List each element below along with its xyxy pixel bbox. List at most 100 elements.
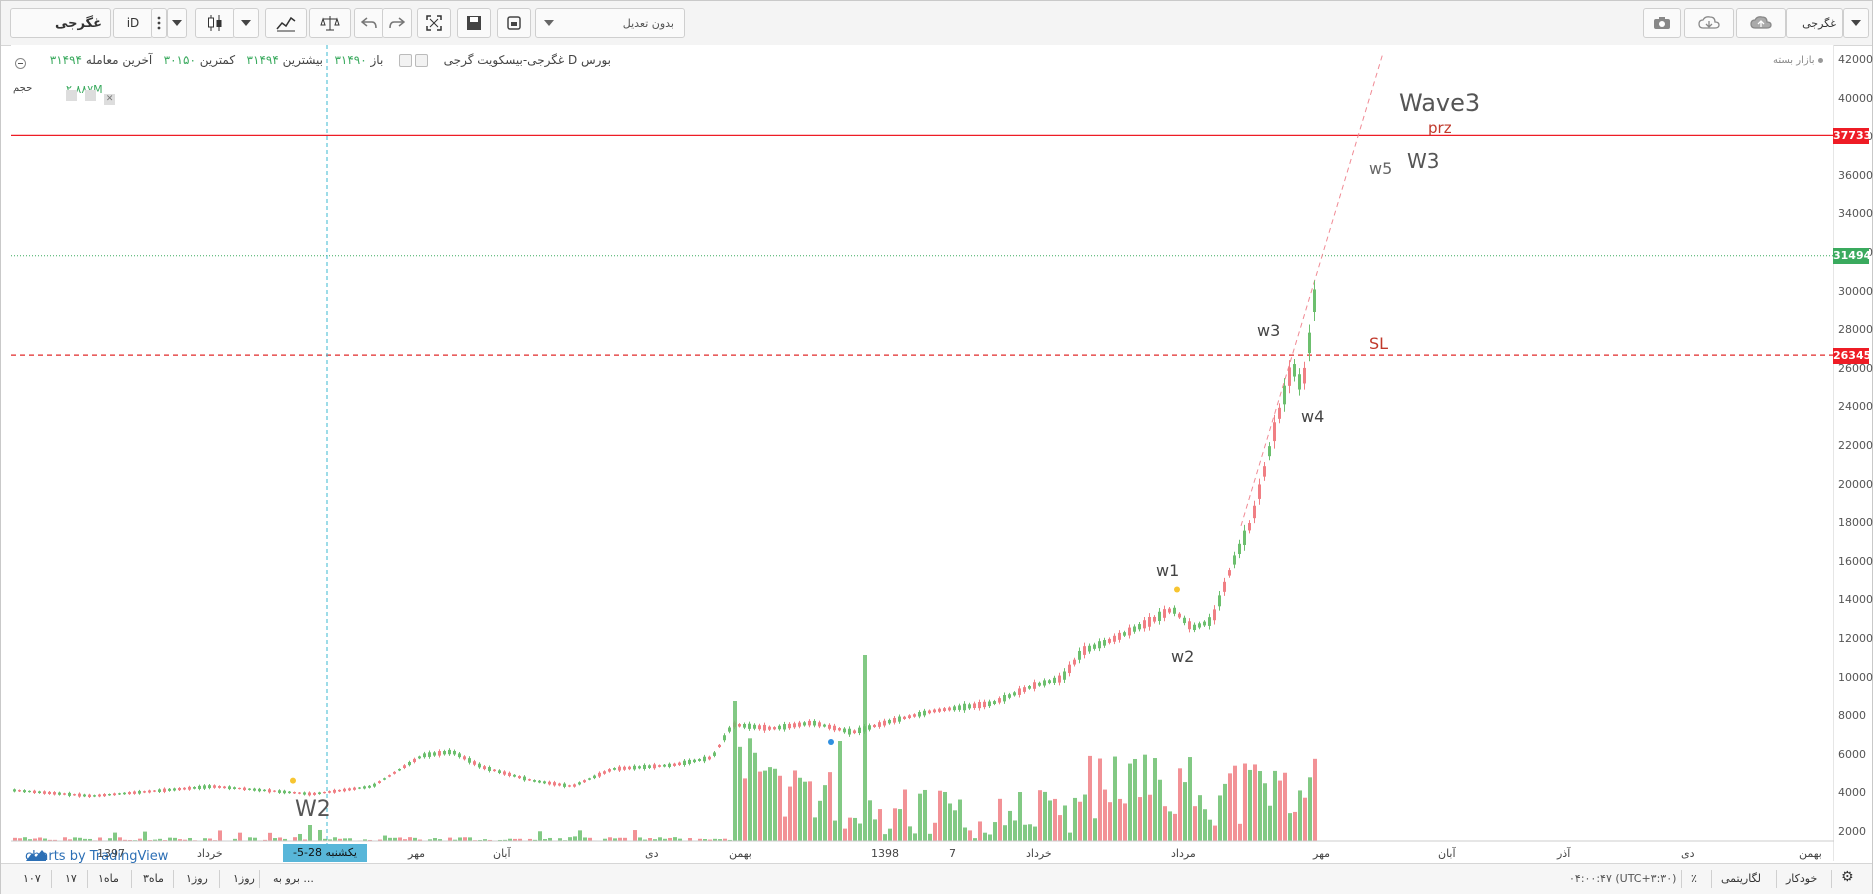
annotation-W2-big[interactable]: W2 [295, 797, 331, 822]
candle-body [528, 779, 531, 781]
sl-price-badge: 26345 [1833, 348, 1872, 364]
volume-bar [883, 834, 887, 841]
volume-bar [28, 839, 32, 841]
volume-bar [613, 838, 617, 841]
annotation-wave3[interactable]: Wave3 [1399, 89, 1481, 117]
period-2[interactable]: ۱۷ [65, 872, 77, 885]
volume-bar [233, 838, 237, 841]
fullscreen-icon[interactable] [417, 8, 451, 38]
adjustment-text: بدون تعدیل [622, 16, 674, 30]
candle-body [488, 767, 491, 771]
annotation-w1[interactable]: w1 [1156, 561, 1180, 580]
candle-body [1263, 466, 1266, 477]
volume-bar [623, 837, 627, 841]
auto-toggle[interactable]: خودکار [1786, 872, 1818, 885]
volume-bar [838, 741, 842, 841]
candles-icon[interactable] [195, 8, 235, 38]
panel-dropdown-icon[interactable] [1843, 8, 1869, 38]
candle-body [933, 709, 936, 713]
volume-bar [68, 839, 72, 841]
candle-body [223, 786, 226, 789]
period-6[interactable]: ۱روز [233, 872, 255, 885]
indicators-icon[interactable] [265, 8, 307, 38]
volume-bar [298, 833, 302, 841]
settings-icon[interactable] [66, 90, 77, 101]
annotation-sl[interactable]: SL [1369, 334, 1389, 353]
close-icon[interactable]: ✕ [104, 94, 116, 105]
breadcrumb[interactable]: غگرجی [1786, 8, 1843, 38]
period-5[interactable]: ۱روز [186, 872, 208, 885]
symbol-search-input[interactable]: غگرجی [10, 8, 111, 38]
volume-bar [1023, 824, 1027, 841]
eye-icon[interactable] [85, 90, 97, 101]
time-axis-tick: دی [1681, 847, 1695, 860]
volume-bar [438, 839, 442, 841]
annotation-w4[interactable]: w4 [1301, 407, 1325, 426]
price-chart[interactable] [11, 45, 1834, 861]
volume-bar [1283, 772, 1287, 841]
candle-body [33, 790, 36, 794]
eye-icon[interactable] [398, 54, 412, 67]
interval-button[interactable]: iD [113, 8, 153, 38]
volume-bar [788, 786, 792, 841]
compare-icon[interactable] [309, 8, 351, 38]
undo-icon[interactable] [354, 8, 384, 38]
interval-dropdown-icon[interactable] [167, 8, 187, 38]
volume-bar [1313, 758, 1317, 841]
candle-body [1058, 675, 1061, 683]
candle-body [793, 723, 796, 728]
volume-bar [1028, 824, 1032, 841]
annotation-W3-big[interactable]: W3 [1407, 149, 1440, 173]
candle-body [1153, 616, 1156, 622]
candle-body [243, 787, 246, 791]
timezone-display[interactable]: ۰۴:۰۰:۴۷ (UTC+۳:۳۰) [1569, 872, 1677, 885]
cloud-upload-icon[interactable] [1736, 8, 1786, 38]
gear-icon[interactable]: ⚙ [1841, 869, 1854, 885]
tradingview-branding[interactable]: charts by TradingView [25, 849, 168, 864]
volume-bar [908, 826, 912, 841]
annotation-w5[interactable]: w5 [1369, 159, 1393, 178]
volume-bar [733, 701, 737, 841]
percent-toggle[interactable]: ٪ [1691, 872, 1697, 885]
volume-bar [798, 777, 802, 841]
chart-type-dropdown-icon[interactable] [233, 8, 259, 38]
volume-bar [643, 839, 647, 841]
more-vertical-icon[interactable] [151, 8, 167, 38]
candle-body [903, 716, 906, 720]
volume-bar [1103, 789, 1107, 841]
period-4[interactable]: ۳ماه [143, 872, 164, 885]
candle-body [338, 789, 341, 792]
candle-body [1118, 632, 1121, 640]
save-icon[interactable] [457, 8, 491, 38]
candle-body [358, 787, 361, 789]
volume-bar [248, 837, 252, 841]
adjustment-select[interactable]: بدون تعدیل [535, 8, 685, 38]
period-1[interactable]: ۱۰۷ [23, 872, 41, 885]
candle-body [653, 764, 656, 769]
annotation-w3[interactable]: w3 [1257, 321, 1281, 340]
candle-body [343, 788, 346, 792]
volume-bar [528, 838, 532, 841]
volume-bar [1288, 813, 1292, 841]
settings-icon[interactable] [415, 54, 429, 67]
collapse-legend-icon[interactable] [15, 58, 26, 69]
load-template-icon[interactable] [497, 8, 531, 38]
camera-icon[interactable] [1643, 8, 1681, 38]
candle-body [833, 725, 836, 731]
divider [1681, 870, 1682, 888]
cloud-download-icon[interactable] [1684, 8, 1734, 38]
annotation-prz[interactable]: prz [1428, 119, 1452, 137]
candle-body [1213, 609, 1216, 621]
log-toggle[interactable]: لگاریتمی [1721, 872, 1761, 885]
volume-bar [853, 817, 857, 841]
goto-date-button[interactable]: برو به ... [273, 872, 314, 885]
price-axis-tick: 8000 [1838, 709, 1866, 723]
period-3[interactable]: ۱ماه [98, 872, 119, 885]
candle-body [1248, 523, 1251, 531]
chart-pane[interactable]: بورس D غگرجی-بیسکویت گرجی باز ۳۱۴۹۰ بیشت… [11, 45, 1834, 864]
redo-icon[interactable] [382, 8, 412, 38]
volume-bar [1303, 797, 1307, 841]
annotation-w2[interactable]: w2 [1171, 647, 1195, 666]
volume-bar [1063, 805, 1067, 841]
